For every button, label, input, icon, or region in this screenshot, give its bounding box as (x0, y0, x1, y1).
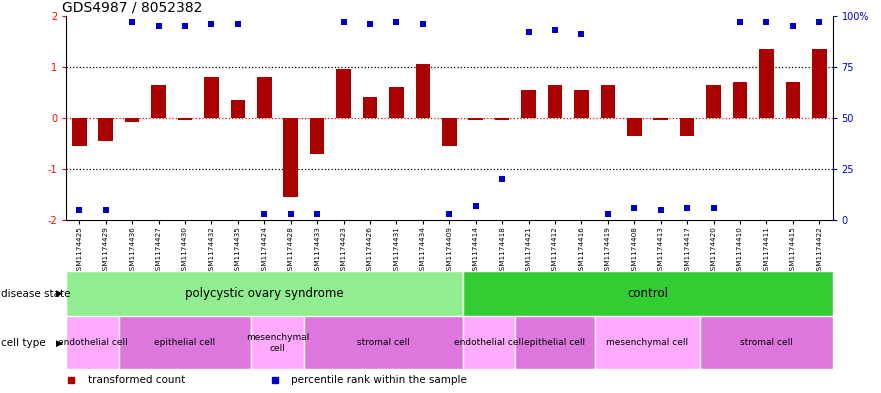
Bar (257, 77, 271, 118)
Text: mesenchymal
cell: mesenchymal cell (246, 333, 309, 353)
Bar (654, 118, 668, 121)
Bar (389, 87, 403, 118)
Point (231, 21, 245, 27)
Bar (125, 118, 139, 122)
Bar (680, 118, 694, 136)
Text: epithelial cell: epithelial cell (154, 338, 216, 347)
Bar (733, 82, 747, 118)
Text: endothelial cell: endothelial cell (57, 338, 128, 347)
Point (812, 19, 826, 25)
Point (310, 211, 324, 217)
Bar (515, 316, 595, 369)
Point (654, 207, 668, 213)
Point (495, 176, 509, 182)
Point (680, 205, 694, 211)
Bar (548, 85, 562, 118)
Bar (442, 118, 456, 146)
Point (522, 29, 536, 35)
Bar (416, 64, 430, 118)
Bar (66, 316, 119, 369)
Point (733, 19, 747, 25)
Point (469, 203, 483, 209)
Text: epithelial cell: epithelial cell (524, 338, 586, 347)
Bar (99, 118, 113, 141)
Point (152, 23, 166, 29)
Bar (574, 90, 589, 118)
Point (707, 205, 721, 211)
Bar (463, 316, 515, 369)
Bar (119, 316, 251, 369)
Bar (178, 118, 192, 121)
Bar (204, 77, 218, 118)
Bar (72, 118, 86, 146)
Text: mesenchymal cell: mesenchymal cell (606, 338, 689, 347)
Bar (66, 271, 463, 316)
Point (337, 19, 351, 25)
Bar (463, 271, 833, 316)
Point (601, 211, 615, 217)
Text: stromal cell: stromal cell (357, 338, 410, 347)
Bar (152, 85, 166, 118)
Text: polycystic ovary syndrome: polycystic ovary syndrome (185, 287, 344, 300)
Text: disease state: disease state (1, 289, 70, 299)
Bar (310, 118, 324, 154)
Text: control: control (627, 287, 668, 300)
Text: endothelial cell: endothelial cell (454, 338, 524, 347)
Point (125, 19, 139, 25)
Point (99, 207, 113, 213)
Bar (304, 316, 463, 369)
Bar (363, 97, 377, 118)
Point (363, 21, 377, 27)
Point (178, 23, 192, 29)
Point (72, 207, 86, 213)
Text: ▶: ▶ (56, 338, 63, 347)
Text: cell type: cell type (1, 338, 46, 348)
Point (786, 23, 800, 29)
Bar (231, 100, 245, 118)
Point (284, 211, 298, 217)
Bar (284, 118, 298, 197)
Bar (759, 49, 774, 118)
Bar (812, 49, 826, 118)
Text: percentile rank within the sample: percentile rank within the sample (292, 375, 467, 385)
Bar (601, 85, 615, 118)
Text: GDS4987 / 8052382: GDS4987 / 8052382 (63, 0, 203, 15)
Point (574, 31, 589, 37)
Bar (495, 118, 509, 121)
Bar (786, 82, 800, 118)
Point (548, 27, 562, 33)
Bar (522, 90, 536, 118)
Point (204, 21, 218, 27)
Text: stromal cell: stromal cell (740, 338, 793, 347)
Bar (700, 316, 833, 369)
Point (416, 21, 430, 27)
Text: transformed count: transformed count (87, 375, 185, 385)
Point (759, 19, 774, 25)
Point (627, 205, 641, 211)
Bar (627, 118, 641, 136)
Bar (251, 316, 304, 369)
Point (389, 19, 403, 25)
Bar (595, 316, 700, 369)
Bar (469, 118, 483, 121)
Bar (337, 69, 351, 118)
Bar (707, 85, 721, 118)
Point (257, 211, 271, 217)
Text: ▶: ▶ (56, 289, 63, 298)
Point (442, 211, 456, 217)
